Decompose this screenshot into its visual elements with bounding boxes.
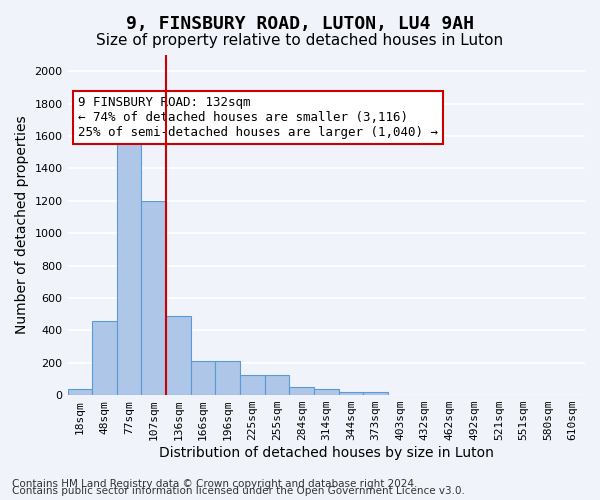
X-axis label: Distribution of detached houses by size in Luton: Distribution of detached houses by size … xyxy=(159,446,494,460)
Bar xyxy=(314,389,338,395)
Bar xyxy=(166,316,191,395)
Bar xyxy=(289,388,314,395)
Text: 9, FINSBURY ROAD, LUTON, LU4 9AH: 9, FINSBURY ROAD, LUTON, LU4 9AH xyxy=(126,15,474,33)
Text: 9 FINSBURY ROAD: 132sqm
← 74% of detached houses are smaller (3,116)
25% of semi: 9 FINSBURY ROAD: 132sqm ← 74% of detache… xyxy=(78,96,438,139)
Text: Size of property relative to detached houses in Luton: Size of property relative to detached ho… xyxy=(97,32,503,48)
Text: Contains public sector information licensed under the Open Government Licence v3: Contains public sector information licen… xyxy=(12,486,465,496)
Bar xyxy=(363,392,388,395)
Bar xyxy=(240,375,265,395)
Y-axis label: Number of detached properties: Number of detached properties xyxy=(15,116,29,334)
Bar xyxy=(215,361,240,395)
Bar xyxy=(92,322,117,395)
Bar xyxy=(68,390,92,395)
Bar xyxy=(191,361,215,395)
Bar xyxy=(338,392,363,395)
Text: Contains HM Land Registry data © Crown copyright and database right 2024.: Contains HM Land Registry data © Crown c… xyxy=(12,479,418,489)
Bar xyxy=(142,200,166,395)
Bar xyxy=(117,136,142,395)
Bar xyxy=(265,375,289,395)
